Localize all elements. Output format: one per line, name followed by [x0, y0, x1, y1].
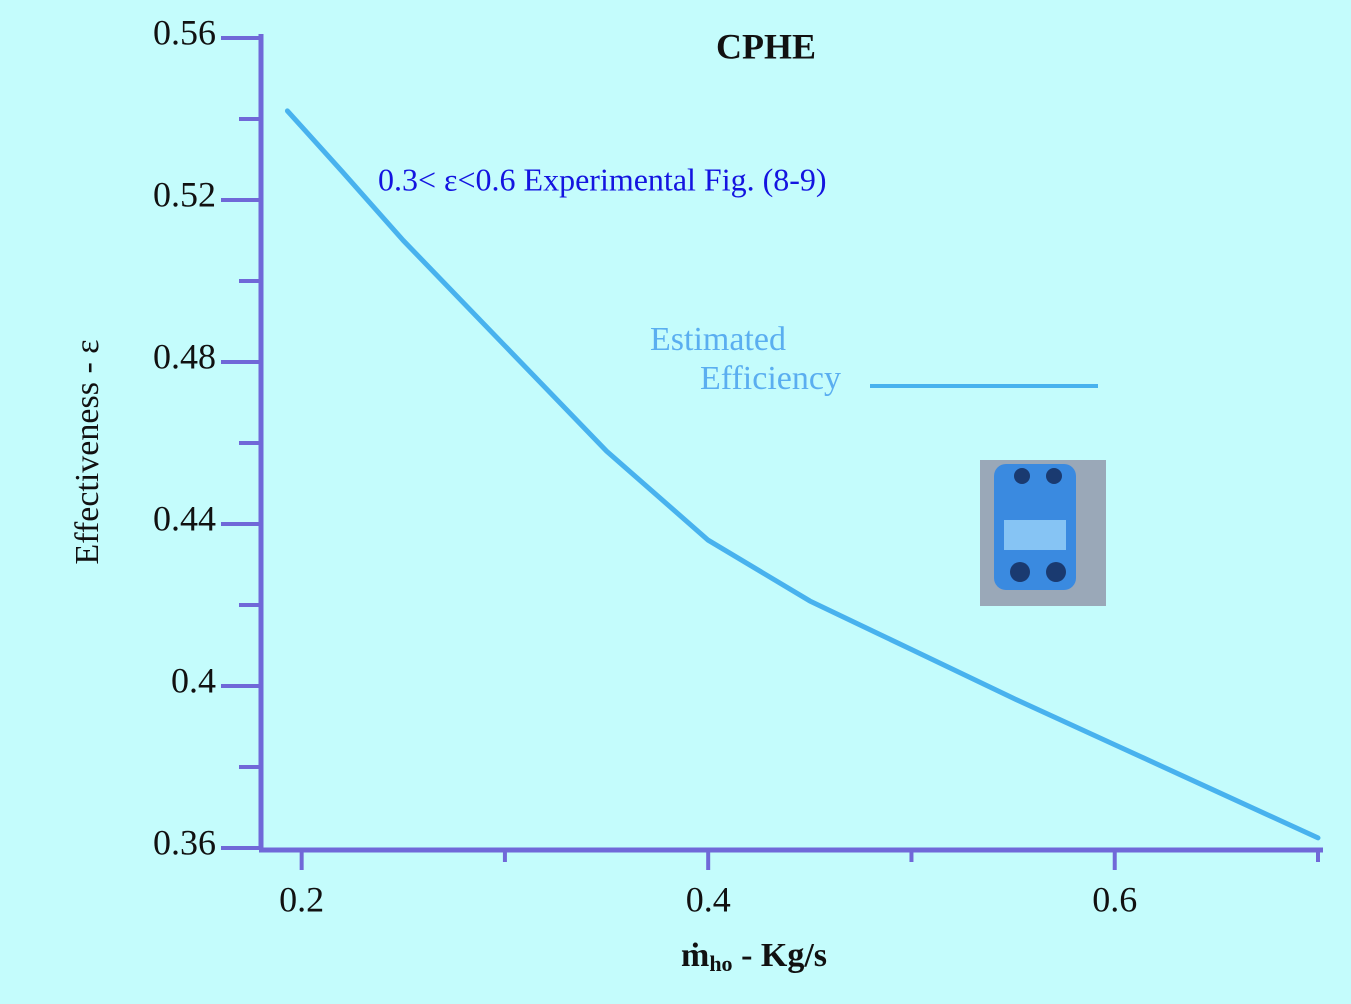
annotation-line: Efficiency: [700, 360, 841, 397]
annotation-line: Estimated: [650, 321, 786, 358]
x-tick-label: 0.2: [279, 879, 324, 919]
y-tick-label: 0.44: [153, 498, 216, 538]
x-tick-label: 0.4: [686, 879, 731, 919]
x-tick-label: 0.6: [1092, 879, 1137, 919]
x-axis-label-part: ho: [709, 951, 732, 976]
y-axis-label: Effectiveness - ε: [69, 339, 106, 564]
y-tick-label: 0.48: [153, 336, 216, 376]
x-axis-label-part: - Kg/s: [733, 937, 827, 974]
subtitle: 0.3< ε<0.6 Experimental Fig. (8-9): [378, 161, 827, 197]
x-axis-label: ṁho - Kg/s: [681, 937, 827, 976]
y-tick-label: 0.56: [153, 12, 216, 52]
y-tick-label: 0.4: [171, 660, 216, 700]
y-tick-label: 0.52: [153, 174, 216, 214]
chart-title: CPHE: [716, 26, 816, 66]
x-axis-label-part: ṁ: [681, 937, 709, 974]
data-line: [284, 108, 1321, 841]
y-tick-label: 0.36: [153, 822, 216, 862]
heat-exchanger-photo: [980, 460, 1106, 606]
